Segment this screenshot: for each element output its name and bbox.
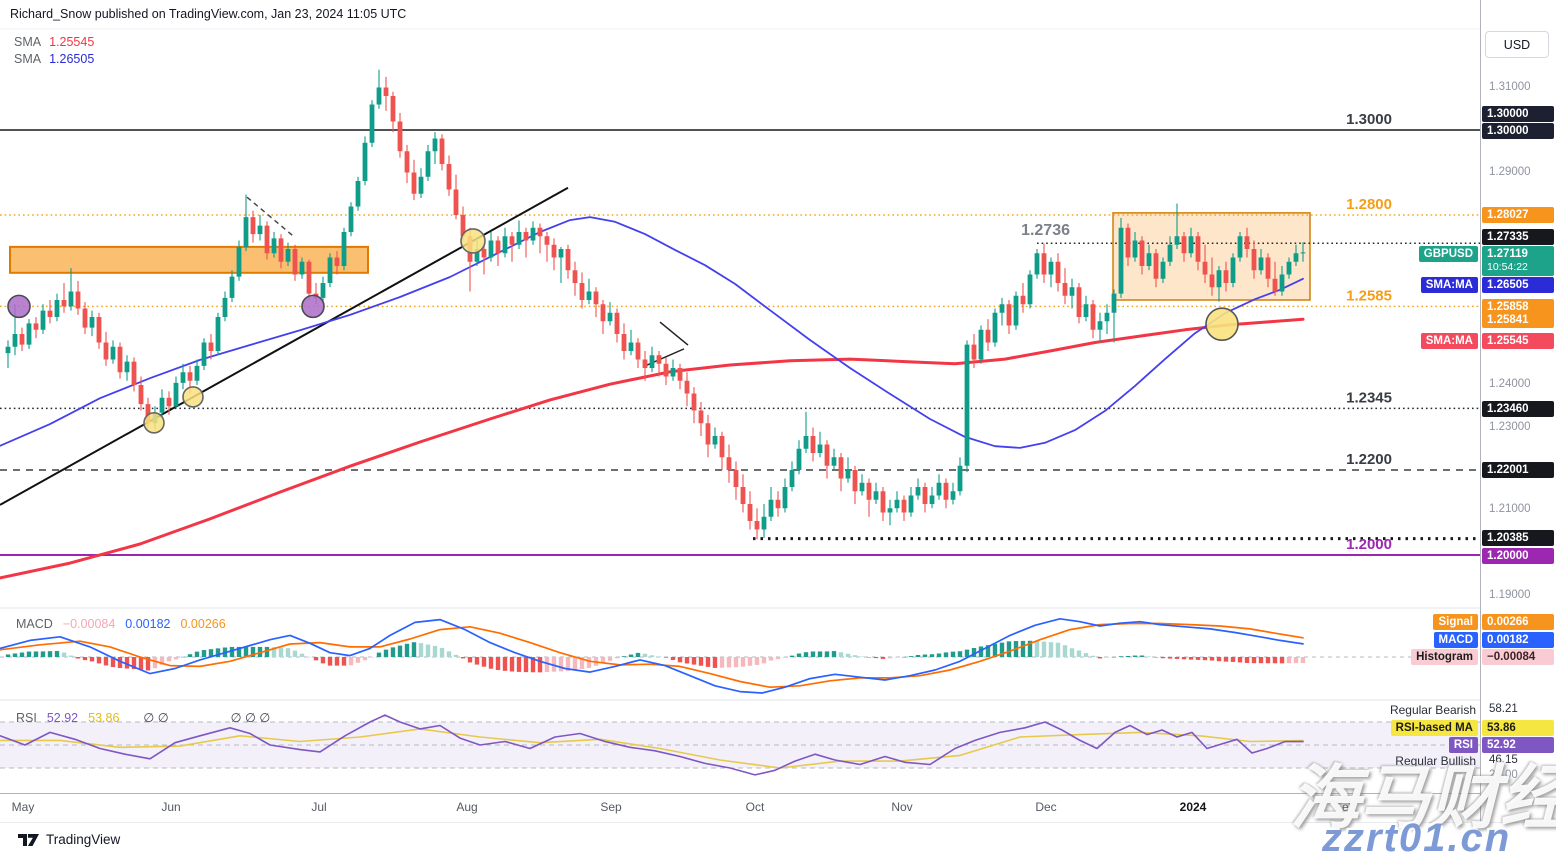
countdown-timer: 10:54:22 (1487, 261, 1528, 273)
price-level-label: 1.2200 (1346, 451, 1392, 468)
marker-circle[interactable] (1205, 307, 1239, 342)
time-axis-label: Feb (1334, 800, 1356, 814)
rsi-ma-line[interactable] (0, 728, 1304, 769)
axis-price-badge[interactable]: 1.23460 (1482, 401, 1554, 417)
axis-price-badge[interactable]: 1.20000 (1482, 548, 1554, 564)
chart-canvas[interactable]: 1.3000 1.2800 1.2585 1.2345 1.2200 1.2000 1.27… (0, 0, 1480, 793)
axis-price-badge[interactable]: −0.00084 (1482, 649, 1554, 665)
highlight-zone[interactable] (9, 245, 369, 274)
tradingview-logo-icon (18, 833, 39, 846)
time-axis-label: Sep (600, 800, 622, 814)
rsi-legend: RSI 52.92 53.86 ∅ ∅ ∅ ∅ ∅ (16, 710, 280, 725)
sma-slow-row[interactable]: SMA 1.26505 (14, 51, 94, 68)
sma-legend: SMA 1.25545 SMA 1.26505 (14, 34, 94, 68)
indicator-tag-histogram[interactable]: Histogram (1411, 649, 1478, 665)
time-axis-label: Jun (161, 800, 181, 814)
marker-circle[interactable] (182, 386, 204, 408)
axis-price-badge[interactable]: 0.00182 (1482, 632, 1554, 648)
axis-price-badge[interactable]: 1.25841 (1482, 312, 1554, 328)
sma-slow-label: SMA (14, 52, 42, 66)
tradingview-attribution[interactable]: TradingView (18, 832, 120, 847)
trendline[interactable] (246, 196, 294, 237)
axis-price-badge[interactable]: 52.92 (1482, 737, 1554, 753)
time-axis-label: Dec (1035, 800, 1057, 814)
time-axis-label: Nov (891, 800, 913, 814)
axis-price-label: 1.19000 (1489, 589, 1531, 601)
currency-button[interactable]: USD (1485, 31, 1549, 58)
sma-slow-line[interactable] (0, 216, 1304, 449)
price-level-label: 1.3000 (1346, 111, 1392, 128)
macd-histogram (5, 640, 1306, 673)
indicator-tag-regular-bearish: Regular Bearish (1389, 703, 1476, 717)
rsi-line[interactable] (0, 714, 1304, 776)
publish-info: Richard_Snow published on TradingView.co… (10, 7, 407, 21)
legend-value: 52.92 (46, 711, 79, 725)
legend-value: −0.00084 (62, 617, 116, 631)
indicator-tag-macd[interactable]: MACD (1433, 632, 1478, 648)
axis-price-badge[interactable]: 1.27335 (1482, 229, 1554, 245)
macd-line[interactable] (0, 617, 1304, 694)
axis-price-badge[interactable]: 1.20385 (1482, 530, 1554, 546)
trendline[interactable] (659, 321, 689, 346)
axis-price-badge[interactable]: 1.28027 (1482, 207, 1554, 223)
marker-circle[interactable] (7, 294, 31, 319)
axis-price-label: 1.31000 (1489, 81, 1531, 93)
indicator-tag-rsi[interactable]: RSI (1448, 737, 1478, 753)
price-level-label: 1.2345 (1346, 389, 1392, 406)
price-level-label: 1.2800 (1346, 196, 1392, 213)
marker-circle[interactable] (143, 412, 165, 434)
sma-fast-line[interactable] (0, 317, 1305, 580)
axis-price-badge[interactable]: 1.26505 (1482, 277, 1554, 293)
axis-price-badge[interactable]: 1.22001 (1482, 462, 1554, 478)
sma-fast-label: SMA (14, 35, 42, 49)
legend-value: MACD (16, 617, 53, 631)
marker-circle[interactable] (460, 228, 486, 254)
axis-price-label: 25.00 (1489, 769, 1518, 781)
candles-layer[interactable] (5, 69, 1306, 540)
sma-fast-row[interactable]: SMA 1.25545 (14, 34, 94, 51)
legend-value: 0.00266 (180, 617, 226, 631)
axis-price-badge[interactable]: 1.30000 (1482, 106, 1554, 122)
tradingview-brand-text: TradingView (46, 832, 121, 847)
legend-value: 53.86 (88, 711, 120, 725)
sma-fast-value: 1.25545 (49, 35, 95, 49)
axis-price-label: 1.29000 (1489, 166, 1531, 178)
price-axis[interactable]: USD 1.31000 1.29000 1.24000 1.23000 1.21000 1… (1480, 0, 1556, 822)
indicator-tag-gbpusd[interactable]: GBPUSD (1418, 246, 1478, 262)
time-axis-label: May (11, 800, 35, 814)
legend-value: RSI (16, 711, 37, 725)
axis-price-label: 46.15 (1489, 754, 1518, 766)
time-axis-label: Oct (745, 800, 765, 814)
marker-circle[interactable] (301, 294, 325, 319)
annotation-label: 1.2736 (1021, 222, 1070, 239)
legend-value: 0.00182 (125, 617, 171, 631)
axis-price-badge[interactable]: 1.27119 10:54:22 (1482, 246, 1554, 276)
axis-price-label: 1.21000 (1489, 503, 1531, 515)
axis-price-label: 1.24000 (1489, 378, 1531, 390)
axis-price-label: 1.23000 (1489, 421, 1531, 433)
axis-price-label: 58.21 (1489, 703, 1518, 715)
axis-price-badge[interactable]: 1.25545 (1482, 333, 1554, 349)
sma-slow-value: 1.26505 (49, 52, 95, 66)
macd-legend: MACD −0.00084 0.00182 0.00266 (16, 617, 236, 631)
indicator-tag-rsi-based-ma[interactable]: RSI-based MA (1390, 720, 1478, 736)
time-axis-label: Jul (311, 800, 327, 814)
price-level-label: 1.2585 (1346, 287, 1392, 304)
legend-value: ∅ ∅ (143, 711, 169, 725)
time-axis[interactable]: May Jun Jul Aug Sep Oct Nov Dec 2024 Feb (0, 793, 1480, 823)
price-level-label: 1.2000 (1346, 536, 1392, 553)
footer-bar: TradingView (0, 822, 1556, 857)
axis-price-badge[interactable]: 1.25858 (1482, 299, 1554, 315)
axis-price-badge[interactable]: 1.30000 (1482, 123, 1554, 139)
indicator-tag-sma-ma[interactable]: SMA:MA (1420, 333, 1478, 349)
axis-price-badge[interactable]: 0.00266 (1482, 614, 1554, 630)
indicator-tag-sma-ma[interactable]: SMA:MA (1420, 277, 1478, 293)
axis-price-badge[interactable]: 53.86 (1482, 720, 1554, 736)
time-axis-label: Aug (456, 800, 478, 814)
legend-value: ∅ ∅ ∅ (230, 711, 271, 725)
indicator-tag-regular-bullish: Regular Bullish (1395, 754, 1476, 768)
time-axis-label: 2024 (1179, 800, 1207, 814)
indicator-tag-signal[interactable]: Signal (1433, 614, 1478, 630)
